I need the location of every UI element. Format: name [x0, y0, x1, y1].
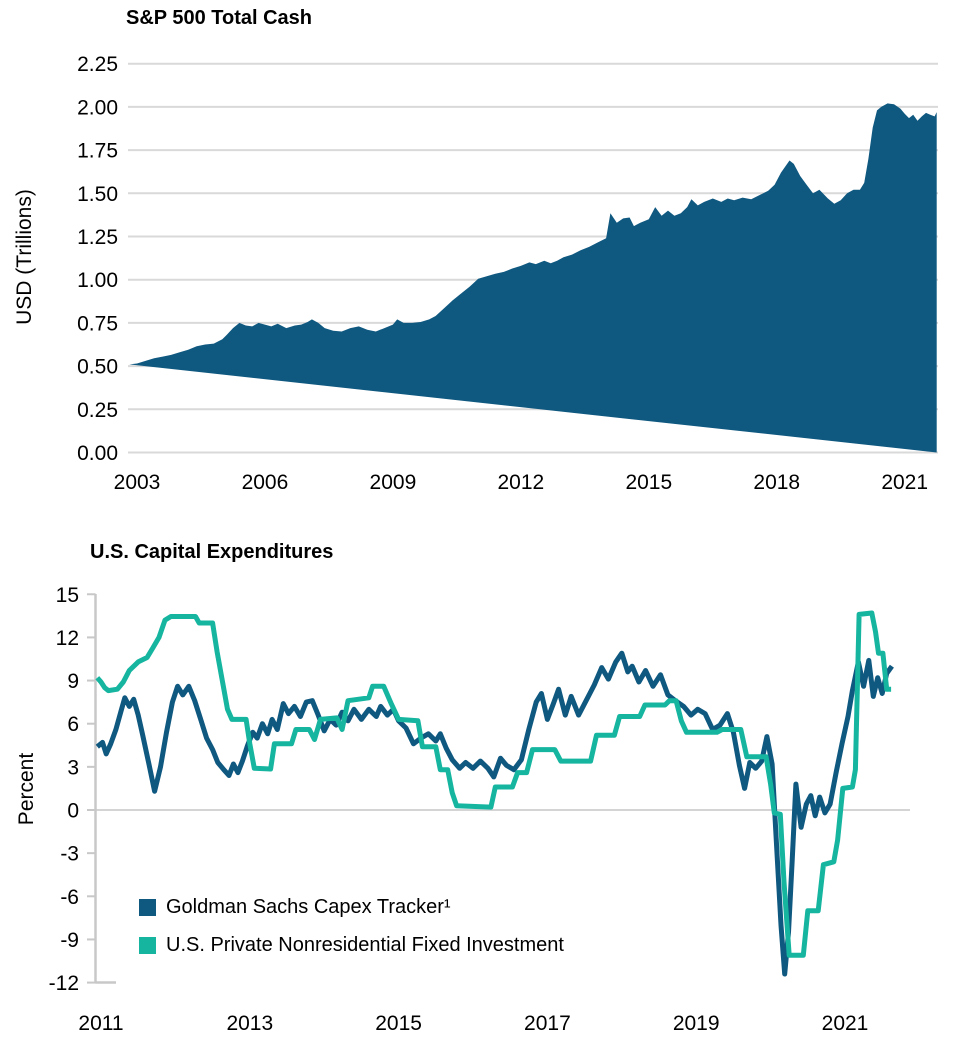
- capex-tracker-line-series: [95, 650, 894, 977]
- x-tick-label: 2019: [673, 1012, 720, 1035]
- legend-swatch-teal-icon: [139, 937, 156, 954]
- x-tick-label: 2017: [524, 1012, 571, 1035]
- x-tick-label: 2012: [497, 471, 544, 494]
- y-tick-label: 2.00: [77, 96, 118, 119]
- legend-item-capex-tracker: Goldman Sachs Capex Tracker¹: [139, 896, 564, 918]
- x-tick-label: 2021: [822, 1012, 869, 1035]
- y-tick-label: 1.75: [77, 140, 118, 163]
- y-tick-label: 3: [67, 756, 79, 779]
- y-tick-label: 1.00: [77, 269, 118, 292]
- x-tick-label: 2009: [370, 471, 417, 494]
- y-tick-label: 0.50: [77, 356, 118, 379]
- y-tick-label: 0.00: [77, 442, 118, 465]
- x-tick-label: 2015: [625, 471, 672, 494]
- y-tick-label: 1.50: [77, 183, 118, 206]
- y-tick-label: 0.25: [77, 399, 118, 422]
- chart1-y-axis-title: USD (Trillions): [13, 189, 36, 325]
- y-tick-label: 15: [56, 584, 79, 607]
- legend-label-fixed-investment: U.S. Private Nonresidential Fixed Invest…: [166, 934, 564, 956]
- y-tick-label: -9: [60, 929, 79, 952]
- y-tick-label: 2.25: [77, 53, 118, 76]
- y-tick-label: 0.75: [77, 312, 118, 335]
- y-tick-label: -3: [60, 843, 79, 866]
- y-tick-label: 12: [56, 627, 79, 650]
- y-tick-label: 9: [67, 670, 79, 693]
- x-tick-label: 2006: [242, 471, 289, 494]
- legend-item-fixed-investment: U.S. Private Nonresidential Fixed Invest…: [139, 934, 564, 956]
- chart2-y-axis-title: Percent: [15, 752, 38, 826]
- legend-label-capex-tracker: Goldman Sachs Capex Tracker¹: [166, 896, 451, 918]
- x-tick-label: 2021: [881, 471, 928, 494]
- y-tick-label: -6: [60, 886, 79, 909]
- y-tick-label: 1.25: [77, 226, 118, 249]
- x-tick-label: 2003: [114, 471, 161, 494]
- y-tick-label: 0: [67, 800, 79, 823]
- x-tick-label: 2018: [753, 471, 800, 494]
- fixed-investment-line-series: [95, 610, 892, 958]
- x-tick-label: 2013: [226, 1012, 273, 1035]
- chart2-title: U.S. Capital Expenditures: [90, 541, 334, 563]
- x-tick-label: 2015: [375, 1012, 422, 1035]
- legend-swatch-blue-icon: [139, 899, 156, 916]
- y-tick-label: -12: [49, 972, 79, 995]
- cash-area-series: [128, 103, 937, 453]
- y-tick-label: 6: [67, 713, 79, 736]
- chart1-title: S&P 500 Total Cash: [126, 7, 312, 29]
- x-tick-label: 2011: [78, 1012, 123, 1035]
- chart2-legend: Goldman Sachs Capex Tracker¹ U.S. Privat…: [139, 896, 564, 974]
